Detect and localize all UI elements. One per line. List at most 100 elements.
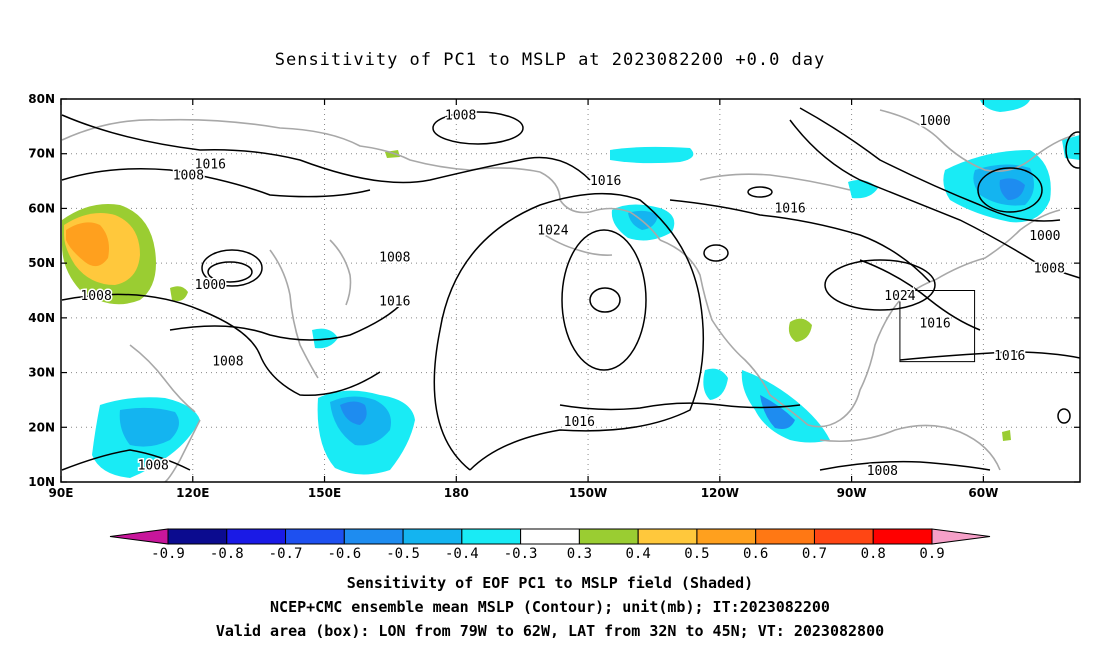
lon-label-1: 120E [176,486,209,500]
contour-label-1: 1000 [919,114,950,129]
shade-negative-mexico-inner [760,395,795,429]
colorbar-label-6: -0.3 [504,546,538,562]
contour-1024-pac-inner [589,287,621,313]
contour-label-11: 1008 [80,289,111,304]
contour-1016-east [669,199,931,283]
lon-label-4: 150W [569,486,607,500]
plot-frame [60,98,1081,483]
colorbar-label-11: 0.7 [802,546,827,562]
colorbar-swatch-11 [813,528,874,545]
caption-line-2: NCEP+CMC ensemble mean MSLP (Contour); u… [270,598,830,616]
axes: 90E 120E 150E 180 150W 120W 90W 60W 10N 20N 30N 40N… [28,92,1080,500]
shade-negative-wpac-core [340,401,367,425]
contour-1000-asia [201,249,263,287]
contour-1016-south [899,351,1080,361]
lon-label-7: 60W [968,486,998,500]
shade-negative-pac-east [703,368,728,400]
contour-1016-pac [433,192,705,471]
colorbar-swatch-1 [226,528,287,545]
colorbar-label-1: -0.8 [210,546,244,562]
contour-small-4 [1065,131,1080,169]
contour-label-14: 1016 [919,316,950,331]
colorbar: -0.9 -0.8 -0.7 -0.6 -0.5 -0.4 -0.3 0.3 0.4 0.5 0.6… [109,528,991,562]
colorbar-swatch-12 [872,528,933,545]
shade-positive-patch-2 [788,318,812,342]
colorbar-swatch-6 [520,528,580,545]
contour-1008-south [819,460,991,471]
lon-label-6: 90W [837,486,867,500]
colorbar-label-9: 0.5 [684,546,709,562]
mslp-contours [61,107,1080,471]
contour-1024-atl [824,259,936,311]
colorbar-label-3: -0.6 [327,546,361,562]
colorbar-label-2: -0.7 [269,546,303,562]
colorbar-swatch-2 [285,528,345,545]
contour-1000-asia-inner [207,261,253,283]
colorbar-low-end [109,528,169,545]
contour-label-6: 1024 [537,223,568,238]
contour-low-greenland [977,167,1043,213]
colorbar-swatch-3 [343,528,404,545]
colorbar-swatch-9 [696,528,757,545]
colorbar-swatch-10 [755,528,815,545]
colorbar-swatch-7 [578,528,639,545]
contour-label-10: 1000 [195,278,226,293]
colorbar-swatch-4 [402,528,463,545]
contour-label-3: 1008 [173,169,204,184]
colorbar-label-0: -0.9 [151,546,185,562]
contour-1000-north [799,107,1061,222]
valid-area-box [899,290,976,363]
shade-positive-asia-max [66,222,109,267]
contour-1016-asia [61,114,591,184]
colorbar-swatch-8 [637,528,698,545]
colorbar-label-12: 0.8 [861,546,886,562]
contour-small-3 [1057,408,1071,424]
colorbar-label-10: 0.6 [743,546,768,562]
contour-label-8: 1008 [379,251,410,266]
contour-1024-pac [561,229,647,371]
contour-1016-asia-2 [169,299,406,341]
contour-label-7: 1000 [1029,229,1060,244]
caption-line-3: Valid area (box): LON from 79W to 62W, L… [215,622,885,640]
shade-negative-greenland-core [999,178,1025,200]
contour-small-2 [703,244,729,262]
shade-negative-scs-inner [119,407,179,447]
lat-label-4: 50N [28,256,55,270]
contour-1008-asia-2 [61,293,381,397]
contour-label-4: 1016 [590,174,621,189]
contour-label-0: 1008 [445,108,476,123]
contour-1008-scs [61,449,191,471]
lat-label-1: 20N [28,420,55,434]
contour-label-16: 1016 [994,349,1025,364]
contour-label-13: 1024 [884,289,915,304]
shade-positive-patch-1 [170,286,188,301]
colorbar-swatch-0 [167,528,228,545]
colorbar-label-8: 0.4 [626,546,651,562]
lat-label-3: 40N [28,311,55,325]
shade-negative-arctic-1 [610,146,694,164]
caption-line-1: Sensitivity of EOF PC1 to MSLP field (Sh… [346,574,754,592]
contour-label-9: 1008 [1034,262,1065,277]
colorbar-label-13: 0.9 [919,546,944,562]
colorbar-label-5: -0.4 [445,546,479,562]
contour-1008-arctic [432,111,524,145]
contour-label-5: 1016 [774,201,805,216]
lat-label-0: 10N [28,475,55,489]
shade-negative-kam [312,328,338,349]
contour-label-18: 1008 [138,459,169,474]
lon-label-2: 150E [308,486,341,500]
lon-label-5: 120W [701,486,739,500]
lat-label-6: 70N [28,147,55,161]
colorbar-label-4: -0.5 [386,546,420,562]
lat-label-7: 80N [28,92,55,106]
shade-negative-arctic-2 [980,100,1030,112]
contour-label-15: 1008 [212,355,243,370]
colorbar-swatch-5 [461,528,522,545]
colorbar-high-end [931,528,991,545]
contour-label-2: 1016 [195,158,226,173]
contour-1016-box [859,259,981,331]
plot-title: Sensitivity of PC1 to MSLP at 2023082200… [274,50,826,70]
lat-label-2: 30N [28,366,55,380]
